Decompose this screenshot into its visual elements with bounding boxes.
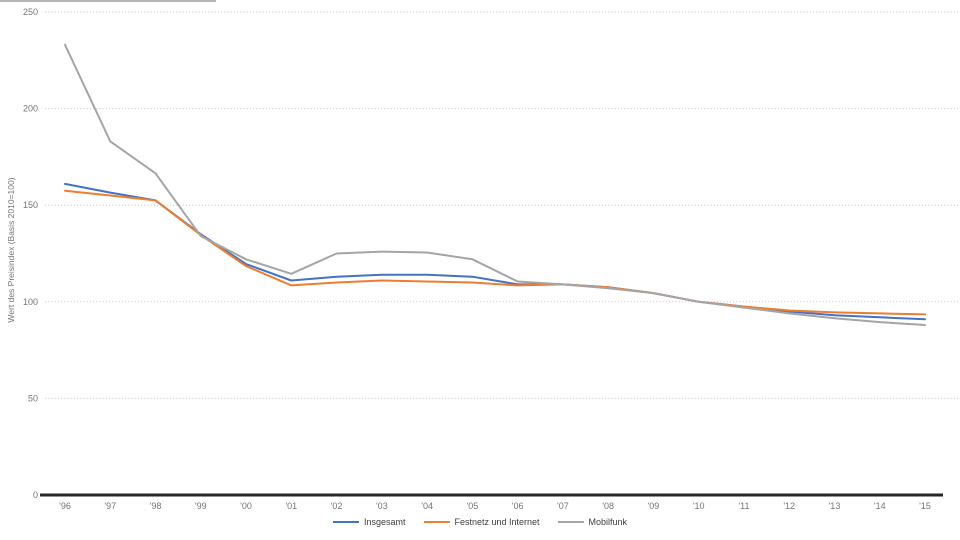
x-tick-label: '15 <box>919 501 931 511</box>
x-tick-label: '06 <box>512 501 524 511</box>
x-tick-label: '96 <box>59 501 71 511</box>
y-tick-label: 200 <box>23 104 38 114</box>
x-tick-label: '01 <box>285 501 297 511</box>
x-tick-label: '10 <box>693 501 705 511</box>
legend-item-mobilfunk: Mobilfunk <box>557 517 628 527</box>
chart-legend: Insgesamt Festnetz und Internet Mobilfunk <box>332 517 628 527</box>
legend-item-insgesamt: Insgesamt <box>332 517 406 527</box>
y-tick-label: 150 <box>23 200 38 210</box>
y-tick-label: 100 <box>23 297 38 307</box>
legend-label: Insgesamt <box>363 517 406 527</box>
x-tick-label: '00 <box>240 501 252 511</box>
x-tick-label: '02 <box>331 501 343 511</box>
x-tick-label: '98 <box>150 501 162 511</box>
x-tick-label: '08 <box>602 501 614 511</box>
x-tick-label: '05 <box>467 501 479 511</box>
legend-line-swatch <box>557 521 584 523</box>
y-tick-label: 0 <box>33 490 38 500</box>
top-edge-artifact <box>0 0 216 2</box>
series-line-festnetz-und-internet <box>64 189 926 316</box>
legend-line-swatch <box>423 521 450 523</box>
x-tick-label: '04 <box>421 501 433 511</box>
legend-line-swatch <box>332 521 359 523</box>
x-tick-label: '12 <box>783 501 795 511</box>
x-tick-label: '03 <box>376 501 388 511</box>
y-tick-label: 250 <box>23 7 38 17</box>
x-tick-label: '09 <box>648 501 660 511</box>
series-line-mobilfunk <box>64 43 926 326</box>
x-tick-label: '99 <box>195 501 207 511</box>
x-tick-label: '97 <box>104 501 116 511</box>
legend-label: Festnetz und Internet <box>454 517 540 527</box>
legend-item-festnetz-und-internet: Festnetz und Internet <box>423 517 540 527</box>
series-line-insgesamt <box>64 182 926 321</box>
x-tick-label: '13 <box>829 501 841 511</box>
legend-label: Mobilfunk <box>588 517 628 527</box>
y-tick-label: 50 <box>28 393 38 403</box>
y-axis-title: Wert des Preisindex (Basis 2010=100) <box>6 177 16 322</box>
x-tick-label: '11 <box>738 501 749 511</box>
x-tick-label: '14 <box>874 501 886 511</box>
x-tick-label: '07 <box>557 501 569 511</box>
